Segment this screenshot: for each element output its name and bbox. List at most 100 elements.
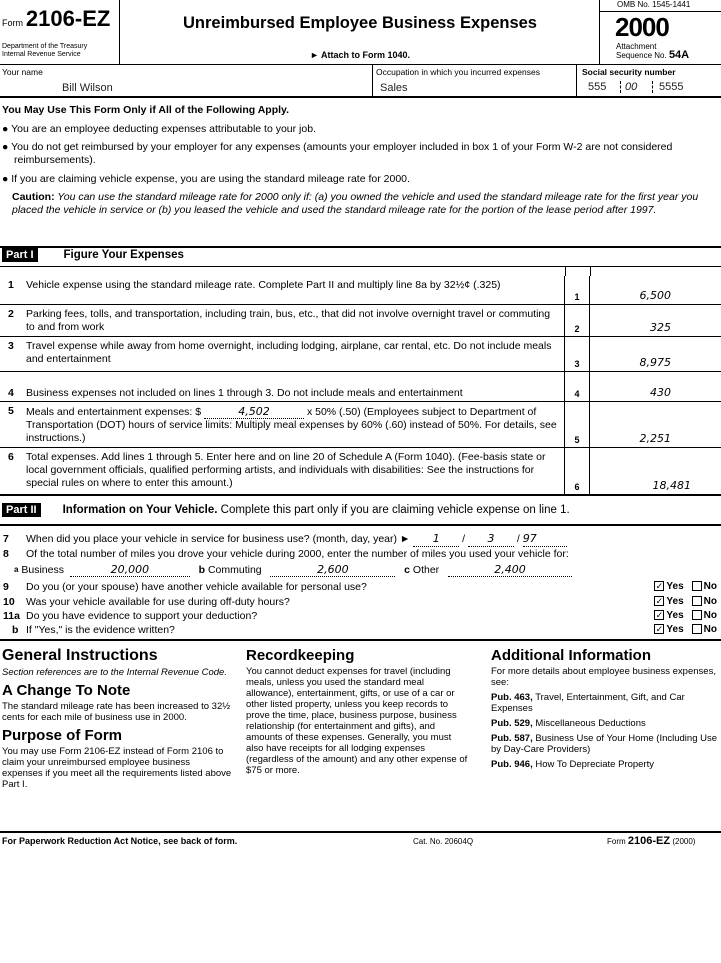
amount-field[interactable]: 325 <box>650 321 671 334</box>
occupation-field[interactable]: Sales <box>380 82 408 94</box>
caution-note: Caution: You can use the standard mileag… <box>12 191 719 217</box>
line-box: 4 <box>564 372 590 401</box>
ssn-part[interactable]: 5555 <box>652 81 683 93</box>
attachment-sequence: Attachment Sequence No. 54A <box>616 42 689 61</box>
no-label: No <box>703 581 717 592</box>
caution-text: You can use the standard mileage rate fo… <box>12 191 699 216</box>
yes-label: Yes <box>666 624 684 635</box>
amount-field[interactable]: 430 <box>650 386 671 399</box>
line-number: 6 <box>8 451 14 463</box>
day-field[interactable]: 3 <box>467 532 514 547</box>
sub-label: c <box>404 564 410 576</box>
no-checkbox[interactable]: No <box>691 595 717 609</box>
ssn-part[interactable]: 555 <box>588 81 607 93</box>
eligibility-bullet: ● You are an employee deducting expenses… <box>2 123 316 135</box>
line-text: Total expenses. Add lines 1 through 5. E… <box>26 451 546 489</box>
commuting-miles-field[interactable]: 2,600 <box>270 563 396 577</box>
yes-checkbox[interactable]: ✓ Yes <box>654 596 684 607</box>
business-miles-field[interactable]: 20,000 <box>69 563 190 577</box>
amount-field[interactable]: 8,975 <box>639 356 672 369</box>
yes-checkbox[interactable]: ✓ Yes <box>654 581 684 592</box>
amount-field[interactable]: 18,481 <box>652 479 692 492</box>
yes-checkbox[interactable]: ✓ Yes <box>654 624 684 635</box>
catalog-number: Cat. No. 20604Q <box>413 837 474 846</box>
other-label: Other <box>412 564 440 576</box>
bullet-text: If you are claiming vehicle expense, you… <box>11 173 410 185</box>
line-box: 3 <box>564 337 590 371</box>
pub-title: Travel, Entertainment, Gift, and Car Exp… <box>491 692 685 714</box>
other-miles-field[interactable]: 2,400 <box>447 563 572 577</box>
meals-field[interactable]: 4,502 <box>204 405 305 419</box>
eligibility-bullet: ● You do not get reimbursed by your empl… <box>2 141 673 166</box>
line-number: 5 <box>8 405 14 417</box>
attachment-label: Attachment <box>616 42 657 51</box>
eligibility-bullet: ● If you are claiming vehicle expense, y… <box>2 173 410 185</box>
ssn-label: Social security number <box>582 67 676 77</box>
pub-title: How To Depreciate Property <box>535 759 654 770</box>
amount-field[interactable]: 2,251 <box>639 432 672 445</box>
department: Department of the Treasury Internal Reven… <box>2 43 87 59</box>
part2-header: Part II Information on Your Vehicle. Comp… <box>2 503 570 517</box>
publication: Pub. 463, Travel, Entertainment, Gift, a… <box>491 692 719 714</box>
name-label: Your name <box>2 67 43 77</box>
no-checkbox[interactable]: No <box>691 609 717 623</box>
ssn-field[interactable]: 555 00 5555 <box>588 81 683 93</box>
line-number: b <box>12 624 19 636</box>
pub-title: Business Use of Your Home (Including Use… <box>491 733 718 755</box>
sub-label: a <box>14 565 19 574</box>
part-tag: Part I <box>2 248 38 262</box>
name-field[interactable]: Bill Wilson <box>62 82 113 94</box>
pub-number: Pub. 463, <box>491 692 533 703</box>
no-label: No <box>703 624 717 635</box>
yes-no: ✓ Yes No <box>654 580 717 594</box>
line-text: Travel expense while away from home over… <box>26 340 552 365</box>
month-field[interactable]: 1 <box>413 532 460 547</box>
section-heading: Recordkeeping <box>246 647 355 664</box>
question-9: 9 Do you (or your spouse) have another ve… <box>0 580 721 594</box>
line-box: 1 <box>564 276 590 304</box>
part-title: Information on Your Vehicle. <box>62 504 218 516</box>
question-text: If "Yes," is the evidence written? <box>26 624 175 636</box>
general-instructions: General Instructions Section references … <box>2 643 232 794</box>
question-8: 8 Of the total number of miles you drove … <box>0 547 721 561</box>
line-text: When did you place your vehicle in servi… <box>26 532 721 547</box>
form-word: Form <box>2 18 23 28</box>
bullet-text: You are an employee deducting expenses a… <box>11 123 316 135</box>
no-checkbox[interactable]: No <box>691 580 717 594</box>
dept-line: Department of the Treasury <box>2 43 88 50</box>
section-text: For more details about employee business… <box>491 666 716 688</box>
line-number: 11a <box>3 610 20 622</box>
expense-line: 2 Parking fees, tolls, and transportation… <box>0 305 721 337</box>
mileage-row: a Business 20,000 b Commuting 2,600 c Ot… <box>0 563 721 577</box>
line-number: 1 <box>8 279 14 291</box>
line-text: Business expenses not included on lines … <box>26 387 463 399</box>
additional-information: Additional Information For more details … <box>491 643 719 774</box>
part-tag: Part II <box>2 503 41 517</box>
no-label: No <box>703 596 717 607</box>
line-box: 2 <box>564 305 590 336</box>
ssn-part[interactable]: 00 <box>620 81 652 93</box>
sub-label: b <box>198 564 206 576</box>
yes-checkbox[interactable]: ✓ Yes <box>654 610 684 621</box>
question-10: 10 Was your vehicle available for use dur… <box>0 595 721 609</box>
year-field[interactable]: 97 <box>522 532 567 547</box>
business-label: Business <box>21 564 64 576</box>
form-title: Unreimbursed Employee Business Expenses <box>183 14 537 32</box>
commuting-label: Commuting <box>207 564 262 576</box>
amount-field[interactable]: 6,500 <box>639 289 672 302</box>
no-checkbox[interactable]: No <box>691 623 717 637</box>
line-text: Parking fees, tolls, and transportation,… <box>26 308 551 333</box>
caution-label: Caution: <box>12 191 55 203</box>
publication: Pub. 529, Miscellaneous Deductions <box>491 718 719 729</box>
form-word: Form <box>607 837 626 846</box>
omb-number: OMB No. 1545-1441 <box>617 0 691 9</box>
eligibility-heading: You May Use This Form Only if All of the… <box>2 104 290 116</box>
pub-number: Pub. 946, <box>491 759 533 770</box>
section-text: You may use Form 2106-EZ instead of Form… <box>2 746 232 790</box>
expense-line: 1 Vehicle expense using the standard mile… <box>0 276 721 305</box>
yes-no: ✓ Yes No <box>654 609 717 623</box>
yes-label: Yes <box>666 596 684 607</box>
line-number: 2 <box>8 308 14 320</box>
line-box: 6 <box>564 448 590 494</box>
part1-header: Part I Figure Your Expenses <box>2 248 184 262</box>
